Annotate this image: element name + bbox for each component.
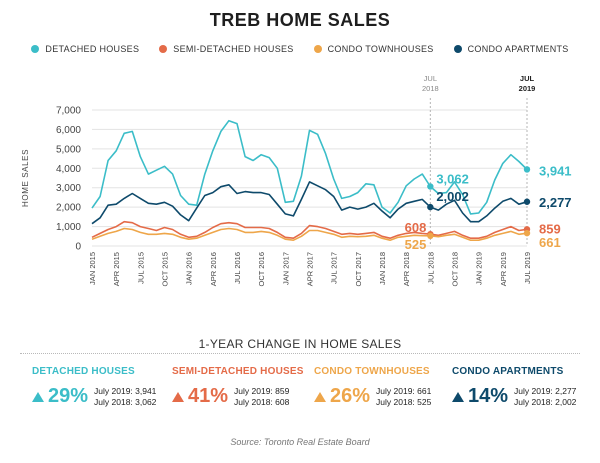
x-tick-label: APR 2017 — [306, 252, 315, 286]
x-tick-label: APR 2019 — [499, 252, 508, 286]
y-tick-label: 1,000 — [56, 222, 81, 233]
stat-name-semi: SEMI-DETACHED HOUSES — [172, 366, 304, 377]
stat-name-apartment: CONDO APARTMENTS — [452, 366, 564, 377]
data-label-semi-2018: 608 — [405, 220, 427, 235]
stat-name-townhouse: CONDO TOWNHOUSES — [314, 366, 430, 377]
data-label-apartment-2018: 2,002 — [436, 189, 469, 204]
source-note: Source: Toronto Real Estate Board — [230, 437, 370, 447]
y-tick-label: 0 — [75, 242, 81, 253]
stat-line-2019-detached: July 2019: 3,941 — [94, 385, 157, 396]
x-tick-label: OCT 2015 — [161, 252, 170, 286]
data-point-detached — [523, 166, 531, 173]
stat-line-2018-apartment: July 2018: 2,002 — [514, 396, 577, 407]
legend-swatch-apartment — [453, 45, 462, 53]
up-arrow-icon — [32, 391, 44, 402]
series-line-detached — [91, 119, 528, 215]
x-tick-label: APR 2018 — [402, 252, 411, 286]
stat-pct-townhouse: 26% — [330, 385, 371, 407]
legend: DETACHED HOUSES SEMI-DETACHED HOUSES CON… — [0, 44, 600, 54]
line-chart: 0 1,000 2,000 3,000 4,000 5,000 6,000 7,000 HOME… — [21, 74, 572, 286]
legend-item-townhouse: CONDO TOWNHOUSES — [313, 44, 434, 54]
data-point-apartment — [523, 198, 531, 205]
marker-label-month: JUL — [520, 74, 535, 83]
stat-line-2018-semi: July 2018: 608 — [234, 396, 290, 407]
x-tick-label: JAN 2017 — [281, 252, 290, 285]
y-tick-label: 5,000 — [56, 144, 81, 155]
y-axis-title: HOME SALES — [21, 149, 30, 207]
data-point-apartment — [427, 203, 434, 211]
stat-line-2019-apartment: July 2019: 2,277 — [514, 385, 577, 396]
change-divider — [20, 353, 580, 354]
up-arrow-icon — [314, 391, 326, 402]
legend-swatch-semi — [159, 45, 168, 53]
legend-label-apartment: CONDO APARTMENTS — [467, 44, 569, 54]
data-label-apartment-2019: 2,277 — [539, 195, 572, 210]
legend-label-detached: DETACHED HOUSES — [45, 44, 140, 54]
series-line-semi — [91, 220, 528, 239]
stat-line-2018-detached: July 2018: 3,062 — [94, 396, 157, 407]
marker-label-year: 2018 — [422, 84, 439, 93]
x-tick-label: JAN 2015 — [88, 252, 97, 285]
x-tick-label: JUL 2018 — [426, 252, 435, 284]
stat-semi: SEMI-DETACHED HOUSES 41% July 2019: 859 … — [172, 366, 312, 408]
x-tick-label: JUL 2016 — [233, 252, 242, 284]
x-tick-label: JUL 2017 — [330, 252, 339, 284]
legend-item-apartment: CONDO APARTMENTS — [453, 44, 569, 54]
stat-name-detached: DETACHED HOUSES — [32, 366, 135, 377]
stat-pct-semi: 41% — [188, 385, 229, 407]
data-point-detached — [427, 183, 434, 190]
x-tick-label: JAN 2016 — [185, 252, 194, 285]
y-tick-label: 3,000 — [56, 183, 81, 194]
legend-label-townhouse: CONDO TOWNHOUSES — [327, 44, 434, 54]
y-tick-label: 2,000 — [56, 203, 81, 214]
marker-label-year: 2019 — [519, 84, 536, 93]
data-label-semi-2019: 859 — [539, 221, 561, 236]
x-tick-label: JUL 2015 — [136, 252, 145, 284]
stat-detached: DETACHED HOUSES 29% July 2019: 3,941 Jul… — [32, 366, 172, 408]
x-tick-label: JUL 2019 — [523, 252, 532, 284]
x-tick-label: JAN 2019 — [475, 252, 484, 285]
stat-pct-apartment: 14% — [468, 385, 509, 407]
marker-label-month: JUL — [424, 74, 437, 83]
series-line-apartment — [91, 181, 528, 225]
legend-swatch-townhouse — [313, 45, 322, 53]
data-point-townhouse — [523, 229, 531, 237]
chart-title: TREB HOME SALES — [209, 10, 391, 30]
x-tick-label: OCT 2018 — [451, 252, 460, 286]
y-tick-label: 6,000 — [56, 125, 81, 136]
legend-swatch-detached — [31, 45, 40, 53]
stat-line-2018-townhouse: July 2018: 525 — [376, 396, 432, 407]
legend-label-semi: SEMI-DETACHED HOUSES — [173, 44, 294, 54]
data-label-townhouse-2019: 661 — [539, 235, 561, 250]
y-tick-label: 7,000 — [56, 106, 81, 117]
stat-line-2019-townhouse: July 2019: 661 — [376, 385, 432, 396]
legend-item-detached: DETACHED HOUSES — [31, 44, 139, 54]
change-heading: 1-YEAR CHANGE IN HOME SALES — [198, 337, 402, 351]
legend-item-semi: SEMI-DETACHED HOUSES — [159, 44, 293, 54]
x-tick-label: APR 2015 — [112, 252, 121, 286]
data-point-townhouse — [427, 232, 434, 239]
stat-apartment: CONDO APARTMENTS 14% July 2019: 2,277 Ju… — [452, 366, 592, 408]
data-label-townhouse-2018: 525 — [405, 237, 427, 252]
up-arrow-icon — [172, 391, 184, 402]
x-tick-label: OCT 2017 — [354, 252, 363, 286]
x-tick-label: APR 2016 — [209, 252, 218, 286]
stat-line-2019-semi: July 2019: 859 — [234, 385, 290, 396]
x-tick-label: JAN 2018 — [378, 252, 387, 285]
y-tick-label: 4,000 — [56, 164, 81, 175]
stat-townhouse: CONDO TOWNHOUSES 26% July 2019: 661 July… — [314, 366, 454, 408]
series-line-townhouse — [91, 227, 528, 241]
up-arrow-icon — [452, 391, 464, 402]
x-tick-label: OCT 2016 — [257, 252, 266, 286]
data-label-detached-2019: 3,941 — [539, 163, 572, 178]
stat-pct-detached: 29% — [48, 385, 89, 407]
data-label-detached-2018: 3,062 — [436, 172, 469, 187]
